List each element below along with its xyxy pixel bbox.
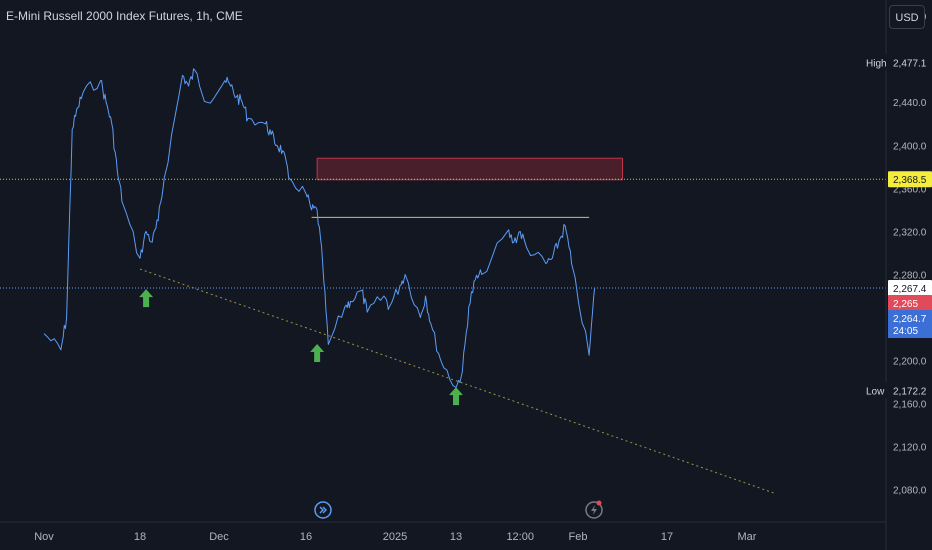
price-labels: High 2,477.1 Low 2,172.2 2,368.5 2,267.4 2,265… [863, 54, 932, 399]
goto-realtime-icon[interactable] [314, 501, 332, 519]
y-tick-label: 2,120.0 [893, 443, 927, 454]
x-tick-label: Mar [738, 531, 757, 543]
x-tick-label: 12:00 [506, 531, 534, 543]
high-value-label: 2,477.1 [893, 58, 927, 69]
high-value-label-bg [888, 54, 932, 71]
y-tick-label: 2,200.0 [893, 357, 927, 368]
resistance-price-label-bg [888, 171, 932, 188]
y-tick-label: 2,360.0 [893, 184, 927, 195]
x-tick-label: 16 [300, 531, 312, 543]
y-tick-label: 2,320.0 [893, 227, 927, 238]
high-tag-bg [863, 54, 888, 71]
x-tick-label: Nov [34, 531, 54, 543]
last-price-label-bg [888, 280, 932, 297]
up-arrow-marker[interactable] [449, 387, 463, 406]
up-arrow-marker[interactable] [139, 289, 154, 308]
low-value-label-bg [888, 382, 932, 399]
x-tick-label: Feb [569, 531, 588, 543]
chart-title: E-Mini Russell 2000 Index Futures, 1h, C… [6, 9, 243, 23]
y-tick-label: 2,440.0 [893, 98, 927, 109]
up-arrow-marker[interactable] [310, 344, 325, 363]
low-value-label: 2,172.2 [893, 386, 927, 397]
x-tick-label: 18 [134, 531, 146, 543]
y-tick-label: 2,400.0 [893, 141, 927, 152]
resistance-price-label: 2,368.5 [893, 175, 927, 186]
trend-line[interactable] [139, 268, 774, 494]
currency-button[interactable]: USD [889, 5, 925, 29]
bid-price-label: 2,265 [893, 299, 918, 310]
time-axis[interactable]: Nov 18 Dec 16 2025 13 12:00 Feb 17 Mar [34, 531, 757, 543]
lightning-icon[interactable] [585, 500, 603, 519]
high-tag: High [866, 58, 887, 69]
bid-price-label-bg [888, 295, 932, 312]
y-tick-label: 2,160.0 [893, 400, 927, 411]
last-price-label: 2,267.4 [893, 284, 927, 295]
x-tick-label: 2025 [383, 531, 407, 543]
close-price-label: 2,264.7 [893, 314, 927, 325]
x-tick-label: 13 [450, 531, 462, 543]
y-tick-label: 2,280.0 [893, 270, 927, 281]
resistance-zone[interactable] [316, 157, 623, 181]
x-tick-label: 17 [661, 531, 673, 543]
x-tick-label: Dec [209, 531, 229, 543]
y-tick-label: 2,080.0 [893, 486, 927, 497]
low-tag-bg [863, 382, 888, 399]
close-price-label-bg [888, 310, 932, 339]
bar-countdown-label: 24:05 [893, 326, 918, 337]
price-series-line[interactable] [43, 68, 596, 388]
low-tag: Low [866, 386, 885, 397]
chart-pane [0, 68, 886, 494]
